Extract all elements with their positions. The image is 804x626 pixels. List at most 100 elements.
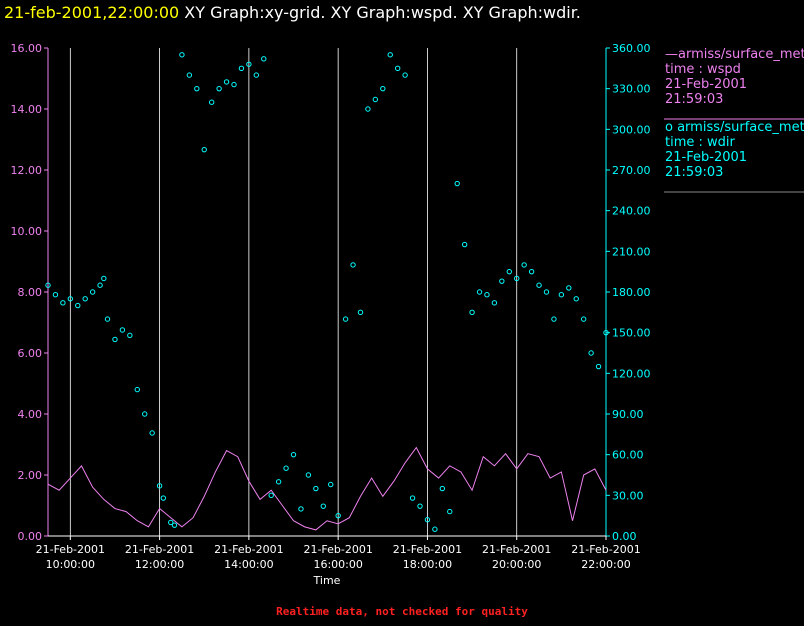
wdir-point bbox=[536, 282, 542, 288]
title-datetime: 21-feb-2001,22:00:00 bbox=[4, 3, 180, 22]
x-tick-label-time: 22:00:00 bbox=[581, 558, 630, 571]
y-left-tick-label: 12.00 bbox=[11, 164, 43, 177]
y-left-tick-label: 10.00 bbox=[11, 225, 43, 238]
wdir-point bbox=[261, 56, 267, 62]
wdir-point bbox=[223, 79, 230, 85]
wdir-point bbox=[186, 72, 193, 78]
x-tick-label-date: 21-Feb-2001 bbox=[303, 543, 372, 556]
wdir-point bbox=[75, 302, 81, 309]
wdir-series bbox=[45, 52, 609, 532]
wdir-point bbox=[149, 430, 155, 436]
y-left-tick-label: 2.00 bbox=[18, 469, 43, 482]
legend-entry-wdir: o armiss/surface_met time : wdir 21-Feb-… bbox=[665, 120, 804, 180]
y-right-tick-label: 150.00 bbox=[612, 327, 651, 340]
y-left-tick-label: 16.00 bbox=[11, 42, 43, 55]
y-right-tick-label: 0.00 bbox=[612, 530, 637, 543]
x-tick-label-date: 21-Feb-2001 bbox=[482, 543, 551, 556]
wdir-point bbox=[97, 282, 103, 288]
wdir-point bbox=[168, 519, 174, 526]
wdir-point bbox=[160, 495, 167, 501]
wdir-point bbox=[506, 268, 512, 275]
wdir-point bbox=[543, 289, 550, 295]
wdir-point bbox=[231, 81, 237, 88]
y-right-tick-label: 120.00 bbox=[612, 367, 651, 380]
wdir-point bbox=[424, 517, 431, 523]
axes bbox=[44, 47, 610, 540]
wdir-point bbox=[461, 241, 468, 248]
legend-source-wdir: o armiss/surface_met bbox=[665, 120, 804, 135]
wdir-point bbox=[127, 332, 133, 339]
wdir-point bbox=[558, 292, 565, 298]
wdir-point bbox=[447, 508, 453, 515]
wdir-point bbox=[394, 65, 401, 72]
wdir-point bbox=[491, 300, 498, 306]
x-tick-label-date: 21-Feb-2001 bbox=[125, 543, 194, 556]
y-left-tick-label: 8.00 bbox=[18, 286, 43, 299]
wdir-point bbox=[566, 285, 572, 291]
wspd-series bbox=[47, 446, 607, 531]
wdir-point bbox=[142, 411, 148, 417]
wdir-point bbox=[328, 481, 334, 488]
wdir-point bbox=[350, 262, 356, 268]
wdir-point bbox=[60, 300, 66, 306]
wdir-point bbox=[357, 309, 364, 316]
wdir-point bbox=[290, 451, 297, 458]
wspd-line bbox=[47, 446, 607, 531]
wdir-point bbox=[283, 465, 289, 471]
wdir-point bbox=[603, 329, 609, 336]
y-left-tick-label: 0.00 bbox=[18, 530, 43, 543]
y-right-tick-label: 210.00 bbox=[612, 245, 651, 258]
y-left-tick-label: 6.00 bbox=[18, 347, 43, 360]
legend-time-wspd: 21:59:03 bbox=[665, 92, 724, 107]
y-right-tick-label: 60.00 bbox=[612, 449, 644, 462]
wdir-point bbox=[528, 268, 535, 275]
x-tick-label-date: 21-Feb-2001 bbox=[214, 543, 283, 556]
wdir-point bbox=[156, 483, 163, 489]
wdir-point bbox=[119, 327, 126, 333]
wdir-point bbox=[112, 336, 118, 343]
wdir-point bbox=[417, 503, 423, 509]
wdir-point bbox=[432, 526, 438, 532]
wdir-point bbox=[595, 363, 602, 370]
legend-source-wspd: —armiss/surface_met bbox=[665, 47, 804, 62]
wdir-point bbox=[216, 85, 222, 92]
wdir-point bbox=[208, 99, 215, 105]
wdir-point bbox=[380, 85, 386, 92]
legend-field-wspd: time : wspd bbox=[665, 62, 741, 77]
wdir-point bbox=[476, 289, 483, 295]
wdir-point bbox=[179, 52, 185, 58]
quality-notice: Realtime data, not checked for quality bbox=[276, 605, 528, 618]
wdir-point bbox=[387, 52, 393, 58]
wdir-point bbox=[253, 72, 260, 78]
y-right-tick-label: 270.00 bbox=[612, 164, 651, 177]
wdir-point bbox=[246, 61, 252, 67]
legend-date-wdir: 21-Feb-2001 bbox=[665, 150, 748, 165]
y-right-tick-label: 180.00 bbox=[612, 286, 651, 299]
wdir-point bbox=[313, 485, 319, 492]
wdir-point bbox=[194, 85, 200, 92]
tick-labels: 0.00 2.00 4.00 6.00 8.00 10.00 12.00 14.00 16.00… bbox=[11, 42, 651, 587]
legend-entry-wspd: —armiss/surface_met time : wspd 21-Feb-2… bbox=[665, 47, 804, 107]
wdir-point bbox=[335, 512, 341, 519]
wdir-point bbox=[89, 289, 96, 295]
wdir-point bbox=[268, 492, 274, 499]
wdir-point bbox=[365, 106, 371, 112]
wdir-point bbox=[573, 296, 579, 302]
wdir-point bbox=[238, 65, 245, 72]
x-tick-label-date: 21-Feb-2001 bbox=[571, 543, 640, 556]
wdir-point bbox=[551, 316, 557, 322]
x-tick-label-time: 12:00:00 bbox=[135, 558, 184, 571]
y-right-tick-label: 330.00 bbox=[612, 83, 651, 96]
y-right-tick-label: 240.00 bbox=[612, 205, 651, 218]
wdir-point bbox=[484, 292, 490, 298]
wdir-point bbox=[439, 485, 446, 492]
y-right-tick-label: 300.00 bbox=[612, 123, 651, 136]
wdir-point bbox=[201, 146, 207, 153]
wdir-point bbox=[171, 522, 178, 528]
wdir-point bbox=[402, 72, 408, 78]
wdir-point bbox=[134, 386, 140, 393]
wdir-point bbox=[82, 296, 88, 302]
wdir-point bbox=[298, 506, 304, 512]
wdir-point bbox=[372, 96, 379, 103]
